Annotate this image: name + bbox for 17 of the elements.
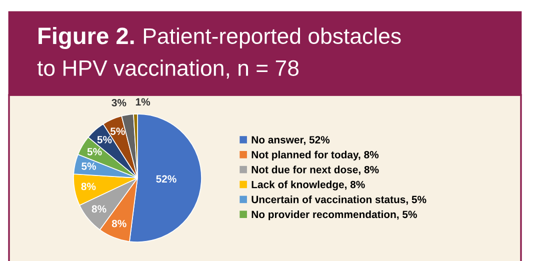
legend-label: Not planned for today, 8%	[252, 150, 379, 160]
data-label: 3%	[112, 99, 126, 106]
legend-label: No provider recommendation, 5%	[252, 210, 417, 220]
chart-title: Figure 2. Patient-reported obstacles to HPV vaccination, n = 78	[37, 26, 401, 79]
data-label: 8%	[92, 205, 106, 213]
data-label: 1%	[136, 98, 150, 106]
data-label: 5%	[82, 162, 96, 170]
data-label: 5%	[110, 128, 125, 135]
legend-label: Lack of knowledge, 8%	[252, 180, 365, 190]
data-label: 5%	[97, 136, 112, 144]
data-label: 52%	[156, 175, 176, 183]
data-label: 5%	[87, 148, 102, 156]
data-label: 8%	[81, 182, 96, 190]
legend-label: Uncertain of vaccination status, 5%	[252, 196, 426, 205]
legend-label: No answer, 52%	[252, 136, 330, 145]
legend-label: Not due for next dose, 8%	[252, 166, 379, 175]
data-label: 8%	[112, 220, 126, 228]
